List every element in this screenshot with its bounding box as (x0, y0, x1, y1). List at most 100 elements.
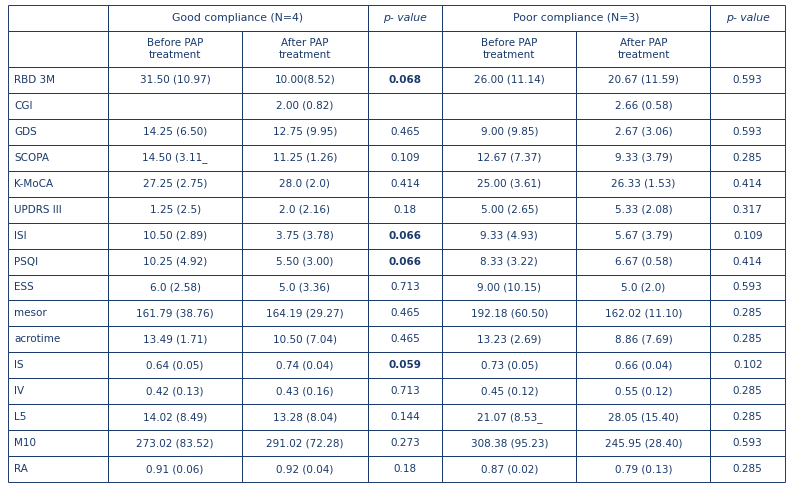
Text: Before PAP
treatment: Before PAP treatment (147, 38, 203, 60)
Text: 13.28 (8.04): 13.28 (8.04) (273, 412, 337, 422)
Text: 1.25 (2.5): 1.25 (2.5) (150, 205, 201, 215)
Text: 26.00 (11.14): 26.00 (11.14) (474, 75, 545, 85)
Text: 0.109: 0.109 (390, 153, 419, 163)
Text: 0.92 (0.04): 0.92 (0.04) (276, 464, 334, 474)
Text: 0.74 (0.04): 0.74 (0.04) (276, 360, 334, 370)
Text: 0.45 (0.12): 0.45 (0.12) (481, 386, 538, 396)
Text: After PAP
treatment: After PAP treatment (617, 38, 669, 60)
Text: M10: M10 (14, 438, 36, 448)
Text: ISI: ISI (14, 231, 26, 241)
Text: L5: L5 (14, 412, 26, 422)
Text: 31.50 (10.97): 31.50 (10.97) (140, 75, 210, 85)
Text: 26.33 (1.53): 26.33 (1.53) (611, 179, 676, 188)
Text: 28.05 (15.40): 28.05 (15.40) (608, 412, 679, 422)
Text: Before PAP
treatment: Before PAP treatment (481, 38, 538, 60)
Text: 6.0 (2.58): 6.0 (2.58) (150, 282, 201, 293)
Text: 5.33 (2.08): 5.33 (2.08) (615, 205, 672, 215)
Text: 9.00 (10.15): 9.00 (10.15) (477, 282, 542, 293)
Text: 0.144: 0.144 (390, 412, 419, 422)
Text: 8.33 (3.22): 8.33 (3.22) (481, 257, 538, 266)
Text: mesor: mesor (14, 308, 47, 318)
Text: 0.64 (0.05): 0.64 (0.05) (147, 360, 204, 370)
Text: IV: IV (14, 386, 24, 396)
Text: 0.285: 0.285 (733, 412, 763, 422)
Text: acrotime: acrotime (14, 335, 60, 344)
Text: 192.18 (60.50): 192.18 (60.50) (471, 308, 548, 318)
Text: 12.67 (7.37): 12.67 (7.37) (477, 153, 542, 163)
Text: 0.66 (0.04): 0.66 (0.04) (615, 360, 672, 370)
Text: RA: RA (14, 464, 28, 474)
Text: 0.713: 0.713 (390, 282, 419, 293)
Text: 0.414: 0.414 (733, 179, 763, 188)
Text: 6.67 (0.58): 6.67 (0.58) (615, 257, 672, 266)
Text: 0.18: 0.18 (393, 464, 416, 474)
Text: SCOPA: SCOPA (14, 153, 49, 163)
Text: 9.33 (4.93): 9.33 (4.93) (481, 231, 538, 241)
Text: 0.43 (0.16): 0.43 (0.16) (276, 386, 334, 396)
Text: 21.07 (8.53_: 21.07 (8.53_ (477, 412, 542, 423)
Text: 5.00 (2.65): 5.00 (2.65) (481, 205, 538, 215)
Text: 5.0 (2.0): 5.0 (2.0) (621, 282, 665, 293)
Text: GDS: GDS (14, 127, 36, 137)
Text: 14.50 (3.11_: 14.50 (3.11_ (142, 152, 208, 163)
Text: ESS: ESS (14, 282, 33, 293)
Text: 0.42 (0.13): 0.42 (0.13) (147, 386, 204, 396)
Text: 25.00 (3.61): 25.00 (3.61) (477, 179, 542, 188)
Text: 11.25 (1.26): 11.25 (1.26) (273, 153, 337, 163)
Text: 0.414: 0.414 (733, 257, 763, 266)
Text: 27.25 (2.75): 27.25 (2.75) (143, 179, 207, 188)
Text: 9.00 (9.85): 9.00 (9.85) (481, 127, 538, 137)
Text: IS: IS (14, 360, 24, 370)
Text: 0.102: 0.102 (733, 360, 763, 370)
Text: PSQI: PSQI (14, 257, 38, 266)
Text: 2.66 (0.58): 2.66 (0.58) (615, 101, 672, 111)
Text: RBD 3M: RBD 3M (14, 75, 55, 85)
Text: 10.50 (2.89): 10.50 (2.89) (143, 231, 207, 241)
Text: 0.285: 0.285 (733, 386, 763, 396)
Text: 5.0 (3.36): 5.0 (3.36) (279, 282, 331, 293)
Text: 164.19 (29.27): 164.19 (29.27) (266, 308, 343, 318)
Text: 13.23 (2.69): 13.23 (2.69) (477, 335, 542, 344)
Text: 0.593: 0.593 (733, 438, 763, 448)
Text: 2.0 (2.16): 2.0 (2.16) (279, 205, 331, 215)
Text: 0.414: 0.414 (390, 179, 419, 188)
Text: K-MoCA: K-MoCA (14, 179, 53, 188)
Text: UPDRS III: UPDRS III (14, 205, 62, 215)
Text: 10.00(8.52): 10.00(8.52) (274, 75, 335, 85)
Text: 273.02 (83.52): 273.02 (83.52) (136, 438, 214, 448)
Text: 10.50 (7.04): 10.50 (7.04) (273, 335, 337, 344)
Text: 5.50 (3.00): 5.50 (3.00) (276, 257, 334, 266)
Text: 13.49 (1.71): 13.49 (1.71) (143, 335, 207, 344)
Text: 0.285: 0.285 (733, 464, 763, 474)
Text: 0.465: 0.465 (390, 335, 419, 344)
Text: 0.593: 0.593 (733, 75, 763, 85)
Text: 0.465: 0.465 (390, 308, 419, 318)
Text: 12.75 (9.95): 12.75 (9.95) (273, 127, 337, 137)
Text: 0.713: 0.713 (390, 386, 419, 396)
Text: 0.317: 0.317 (733, 205, 763, 215)
Text: 0.73 (0.05): 0.73 (0.05) (481, 360, 538, 370)
Text: 3.75 (3.78): 3.75 (3.78) (276, 231, 334, 241)
Text: 0.55 (0.12): 0.55 (0.12) (615, 386, 672, 396)
Text: 245.95 (28.40): 245.95 (28.40) (604, 438, 682, 448)
Text: 10.25 (4.92): 10.25 (4.92) (143, 257, 207, 266)
Text: 0.593: 0.593 (733, 282, 763, 293)
Text: 14.25 (6.50): 14.25 (6.50) (143, 127, 207, 137)
Text: 0.059: 0.059 (389, 360, 421, 370)
Text: After PAP
treatment: After PAP treatment (278, 38, 331, 60)
Text: 0.066: 0.066 (389, 257, 422, 266)
Text: 0.91 (0.06): 0.91 (0.06) (147, 464, 204, 474)
Text: 0.068: 0.068 (389, 75, 422, 85)
Text: 8.86 (7.69): 8.86 (7.69) (615, 335, 672, 344)
Text: 28.0 (2.0): 28.0 (2.0) (279, 179, 331, 188)
Text: 308.38 (95.23): 308.38 (95.23) (470, 438, 548, 448)
Text: 14.02 (8.49): 14.02 (8.49) (143, 412, 207, 422)
Text: 0.273: 0.273 (390, 438, 419, 448)
Text: 2.67 (3.06): 2.67 (3.06) (615, 127, 672, 137)
Text: 0.285: 0.285 (733, 308, 763, 318)
Text: 0.18: 0.18 (393, 205, 416, 215)
Text: 5.67 (3.79): 5.67 (3.79) (615, 231, 672, 241)
Text: p- value: p- value (726, 13, 770, 23)
Text: Poor compliance (N=3): Poor compliance (N=3) (513, 13, 640, 23)
Text: Good compliance (N=4): Good compliance (N=4) (172, 13, 304, 23)
